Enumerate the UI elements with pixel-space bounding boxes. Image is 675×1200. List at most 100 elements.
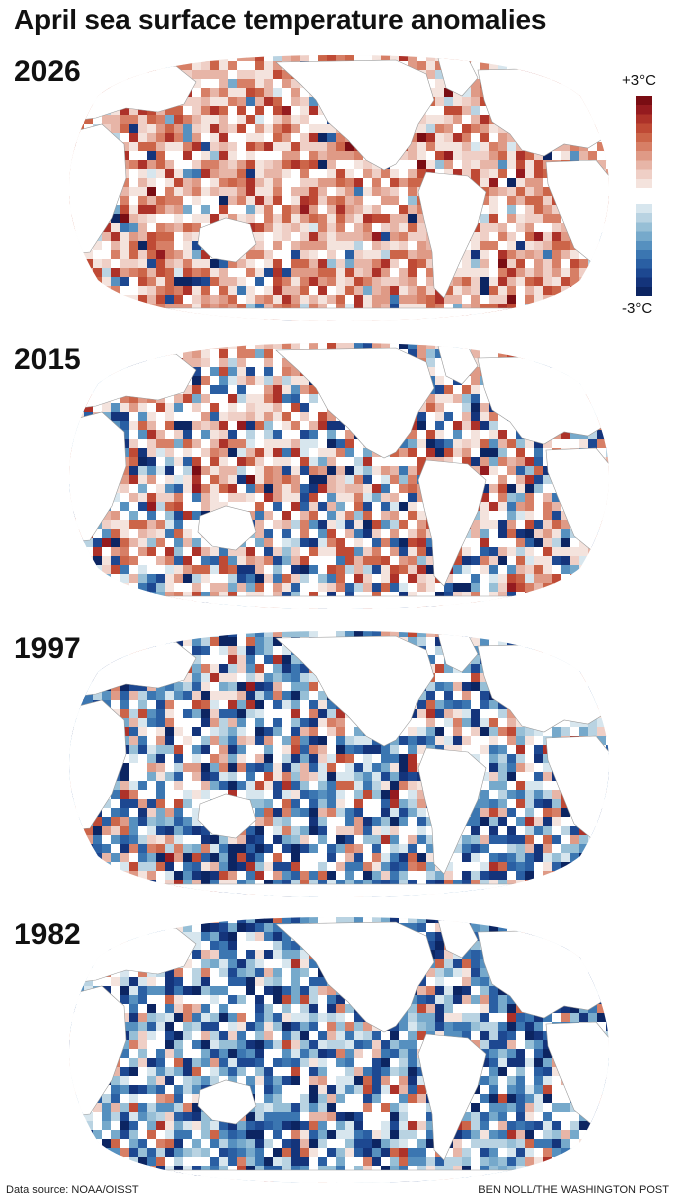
anomaly-cell: [282, 682, 292, 692]
anomaly-cell: [480, 736, 490, 746]
anomaly-cell: [291, 682, 301, 692]
anomaly-cell: [345, 781, 355, 791]
anomaly-cell: [462, 142, 472, 152]
anomaly-cell: [498, 727, 508, 737]
anomaly-cell: [273, 241, 283, 251]
anomaly-cell: [390, 205, 400, 215]
anomaly-cell: [471, 394, 481, 404]
anomaly-cell: [69, 313, 76, 321]
anomaly-cell: [309, 55, 319, 62]
anomaly-cell: [84, 664, 94, 674]
anomaly-cell: [183, 457, 193, 467]
anomaly-cell: [246, 583, 256, 593]
anomaly-cell: [327, 259, 337, 269]
anomaly-cell: [588, 592, 598, 602]
anomaly-cell: [174, 277, 184, 287]
anomaly-cell: [327, 151, 337, 161]
anomaly-cell: [327, 484, 337, 494]
anomaly-cell: [300, 763, 310, 773]
anomaly-cell: [462, 457, 472, 467]
anomaly-cell: [69, 241, 76, 251]
anomaly-cell: [462, 169, 472, 179]
anomaly-cell: [228, 286, 238, 296]
anomaly-cell: [69, 691, 76, 701]
anomaly-cell: [138, 250, 148, 260]
anomaly-cell: [516, 511, 526, 521]
anomaly-cell: [147, 178, 157, 188]
anomaly-cell: [345, 466, 355, 476]
anomaly-cell: [120, 592, 130, 602]
landmass: [125, 307, 553, 321]
anomaly-cell: [75, 556, 85, 566]
anomaly-cell: [156, 214, 166, 224]
anomaly-cell: [399, 484, 409, 494]
anomaly-cell: [309, 196, 319, 206]
anomaly-cell: [579, 151, 589, 161]
anomaly-cell: [489, 718, 499, 728]
anomaly-cell: [210, 556, 220, 566]
anomaly-cell: [69, 538, 76, 548]
anomaly-cell: [69, 115, 76, 125]
anomaly-cell: [282, 736, 292, 746]
anomaly-cell: [228, 259, 238, 269]
anomaly-cell: [237, 70, 247, 80]
anomaly-cell: [561, 565, 571, 575]
anomaly-cell: [417, 736, 427, 746]
anomaly-cell: [318, 754, 328, 764]
anomaly-cell: [138, 277, 148, 287]
anomaly-cell: [498, 484, 508, 494]
anomaly-cell: [273, 538, 283, 548]
anomaly-cell: [291, 277, 301, 287]
anomaly-cell: [534, 250, 544, 260]
anomaly-cell: [606, 88, 609, 98]
anomaly-cell: [381, 205, 391, 215]
anomaly-cell: [489, 727, 499, 737]
anomaly-cell: [183, 124, 193, 134]
anomaly-cell: [318, 547, 328, 557]
anomaly-cell: [336, 466, 346, 476]
anomaly-cell: [300, 682, 310, 692]
anomaly-cell: [120, 403, 130, 413]
anomaly-cell: [174, 343, 184, 350]
anomaly-cell: [318, 718, 328, 728]
anomaly-cell: [192, 574, 202, 584]
anomaly-cell: [570, 250, 580, 260]
anomaly-cell: [408, 277, 418, 287]
anomaly-cell: [372, 556, 382, 566]
anomaly-cell: [120, 682, 130, 692]
anomaly-cell: [417, 277, 427, 287]
anomaly-cell: [246, 259, 256, 269]
anomaly-cell: [183, 421, 193, 431]
anomaly-cell: [246, 421, 256, 431]
anomaly-cell: [156, 55, 166, 62]
anomaly-cell: [219, 124, 229, 134]
anomaly-cell: [453, 412, 463, 422]
anomaly-cell: [516, 268, 526, 278]
anomaly-cell: [381, 457, 391, 467]
anomaly-cell: [435, 394, 445, 404]
anomaly-cell: [345, 520, 355, 530]
anomaly-cell: [84, 547, 94, 557]
anomaly-cell: [570, 268, 580, 278]
anomaly-cell: [543, 322, 553, 324]
anomaly-cell: [273, 556, 283, 566]
anomaly-cell: [282, 691, 292, 701]
anomaly-cell: [489, 313, 499, 321]
anomaly-cell: [273, 718, 283, 728]
anomaly-cell: [543, 727, 553, 737]
anomaly-cell: [606, 286, 609, 296]
anomaly-cell: [264, 88, 274, 98]
anomaly-cell: [480, 106, 490, 116]
anomaly-cell: [192, 394, 202, 404]
anomaly-cell: [462, 151, 472, 161]
anomaly-cell: [480, 565, 490, 575]
anomaly-cell: [273, 457, 283, 467]
anomaly-cell: [192, 601, 202, 609]
anomaly-cell: [345, 727, 355, 737]
anomaly-cell: [282, 772, 292, 782]
anomaly-cell: [399, 169, 409, 179]
anomaly-cell: [201, 583, 211, 593]
anomaly-cell: [408, 439, 418, 449]
anomaly-cell: [498, 160, 508, 170]
anomaly-cell: [480, 133, 490, 143]
